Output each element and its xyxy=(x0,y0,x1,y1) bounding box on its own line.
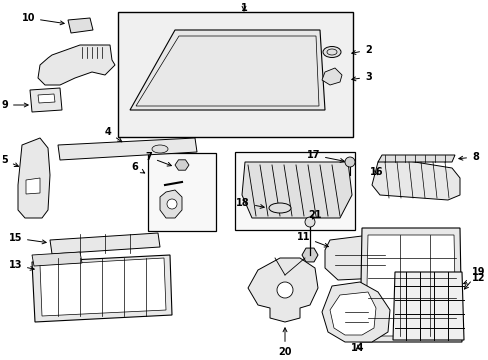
Circle shape xyxy=(305,217,314,227)
Polygon shape xyxy=(325,235,391,280)
Polygon shape xyxy=(160,190,182,218)
Text: 16: 16 xyxy=(369,167,383,177)
Polygon shape xyxy=(329,292,375,335)
Polygon shape xyxy=(359,228,461,342)
Text: 6: 6 xyxy=(131,162,144,173)
Bar xyxy=(235,152,354,230)
Text: 7: 7 xyxy=(145,152,171,166)
Polygon shape xyxy=(50,233,160,254)
Text: 13: 13 xyxy=(8,260,34,270)
Polygon shape xyxy=(242,162,351,218)
Ellipse shape xyxy=(152,145,168,153)
Polygon shape xyxy=(321,68,341,85)
Text: 9: 9 xyxy=(1,100,28,110)
Bar xyxy=(118,12,352,137)
Polygon shape xyxy=(321,282,389,342)
Text: 18: 18 xyxy=(236,198,264,208)
Polygon shape xyxy=(38,94,55,103)
Polygon shape xyxy=(175,160,189,170)
Polygon shape xyxy=(377,155,454,162)
Text: 17: 17 xyxy=(306,150,344,162)
Polygon shape xyxy=(247,258,317,322)
Polygon shape xyxy=(371,158,459,200)
Polygon shape xyxy=(26,178,40,194)
Circle shape xyxy=(276,282,292,298)
Polygon shape xyxy=(130,30,325,110)
Bar xyxy=(148,153,216,231)
Text: 14: 14 xyxy=(350,343,364,353)
Ellipse shape xyxy=(323,46,340,58)
Text: 20: 20 xyxy=(278,328,291,357)
Text: 8: 8 xyxy=(458,152,478,162)
Text: 10: 10 xyxy=(21,13,64,25)
Text: 15: 15 xyxy=(8,233,46,244)
Text: 2: 2 xyxy=(351,45,371,55)
Ellipse shape xyxy=(268,203,290,213)
Polygon shape xyxy=(40,258,165,316)
Circle shape xyxy=(167,199,177,209)
Polygon shape xyxy=(32,255,172,322)
Circle shape xyxy=(345,157,354,167)
Text: 4: 4 xyxy=(104,127,122,142)
Text: 1: 1 xyxy=(240,3,247,13)
Polygon shape xyxy=(68,18,93,33)
Polygon shape xyxy=(392,272,463,340)
Text: 3: 3 xyxy=(351,72,371,82)
Polygon shape xyxy=(38,45,115,85)
Text: 5: 5 xyxy=(1,155,19,167)
Polygon shape xyxy=(365,235,455,336)
Polygon shape xyxy=(18,138,50,218)
Polygon shape xyxy=(32,252,82,266)
Text: 21: 21 xyxy=(308,210,321,220)
Text: 19: 19 xyxy=(464,267,485,289)
Text: 11: 11 xyxy=(296,232,328,247)
Text: 12: 12 xyxy=(463,273,485,284)
Polygon shape xyxy=(30,88,62,112)
Polygon shape xyxy=(58,138,197,160)
Polygon shape xyxy=(302,248,317,262)
